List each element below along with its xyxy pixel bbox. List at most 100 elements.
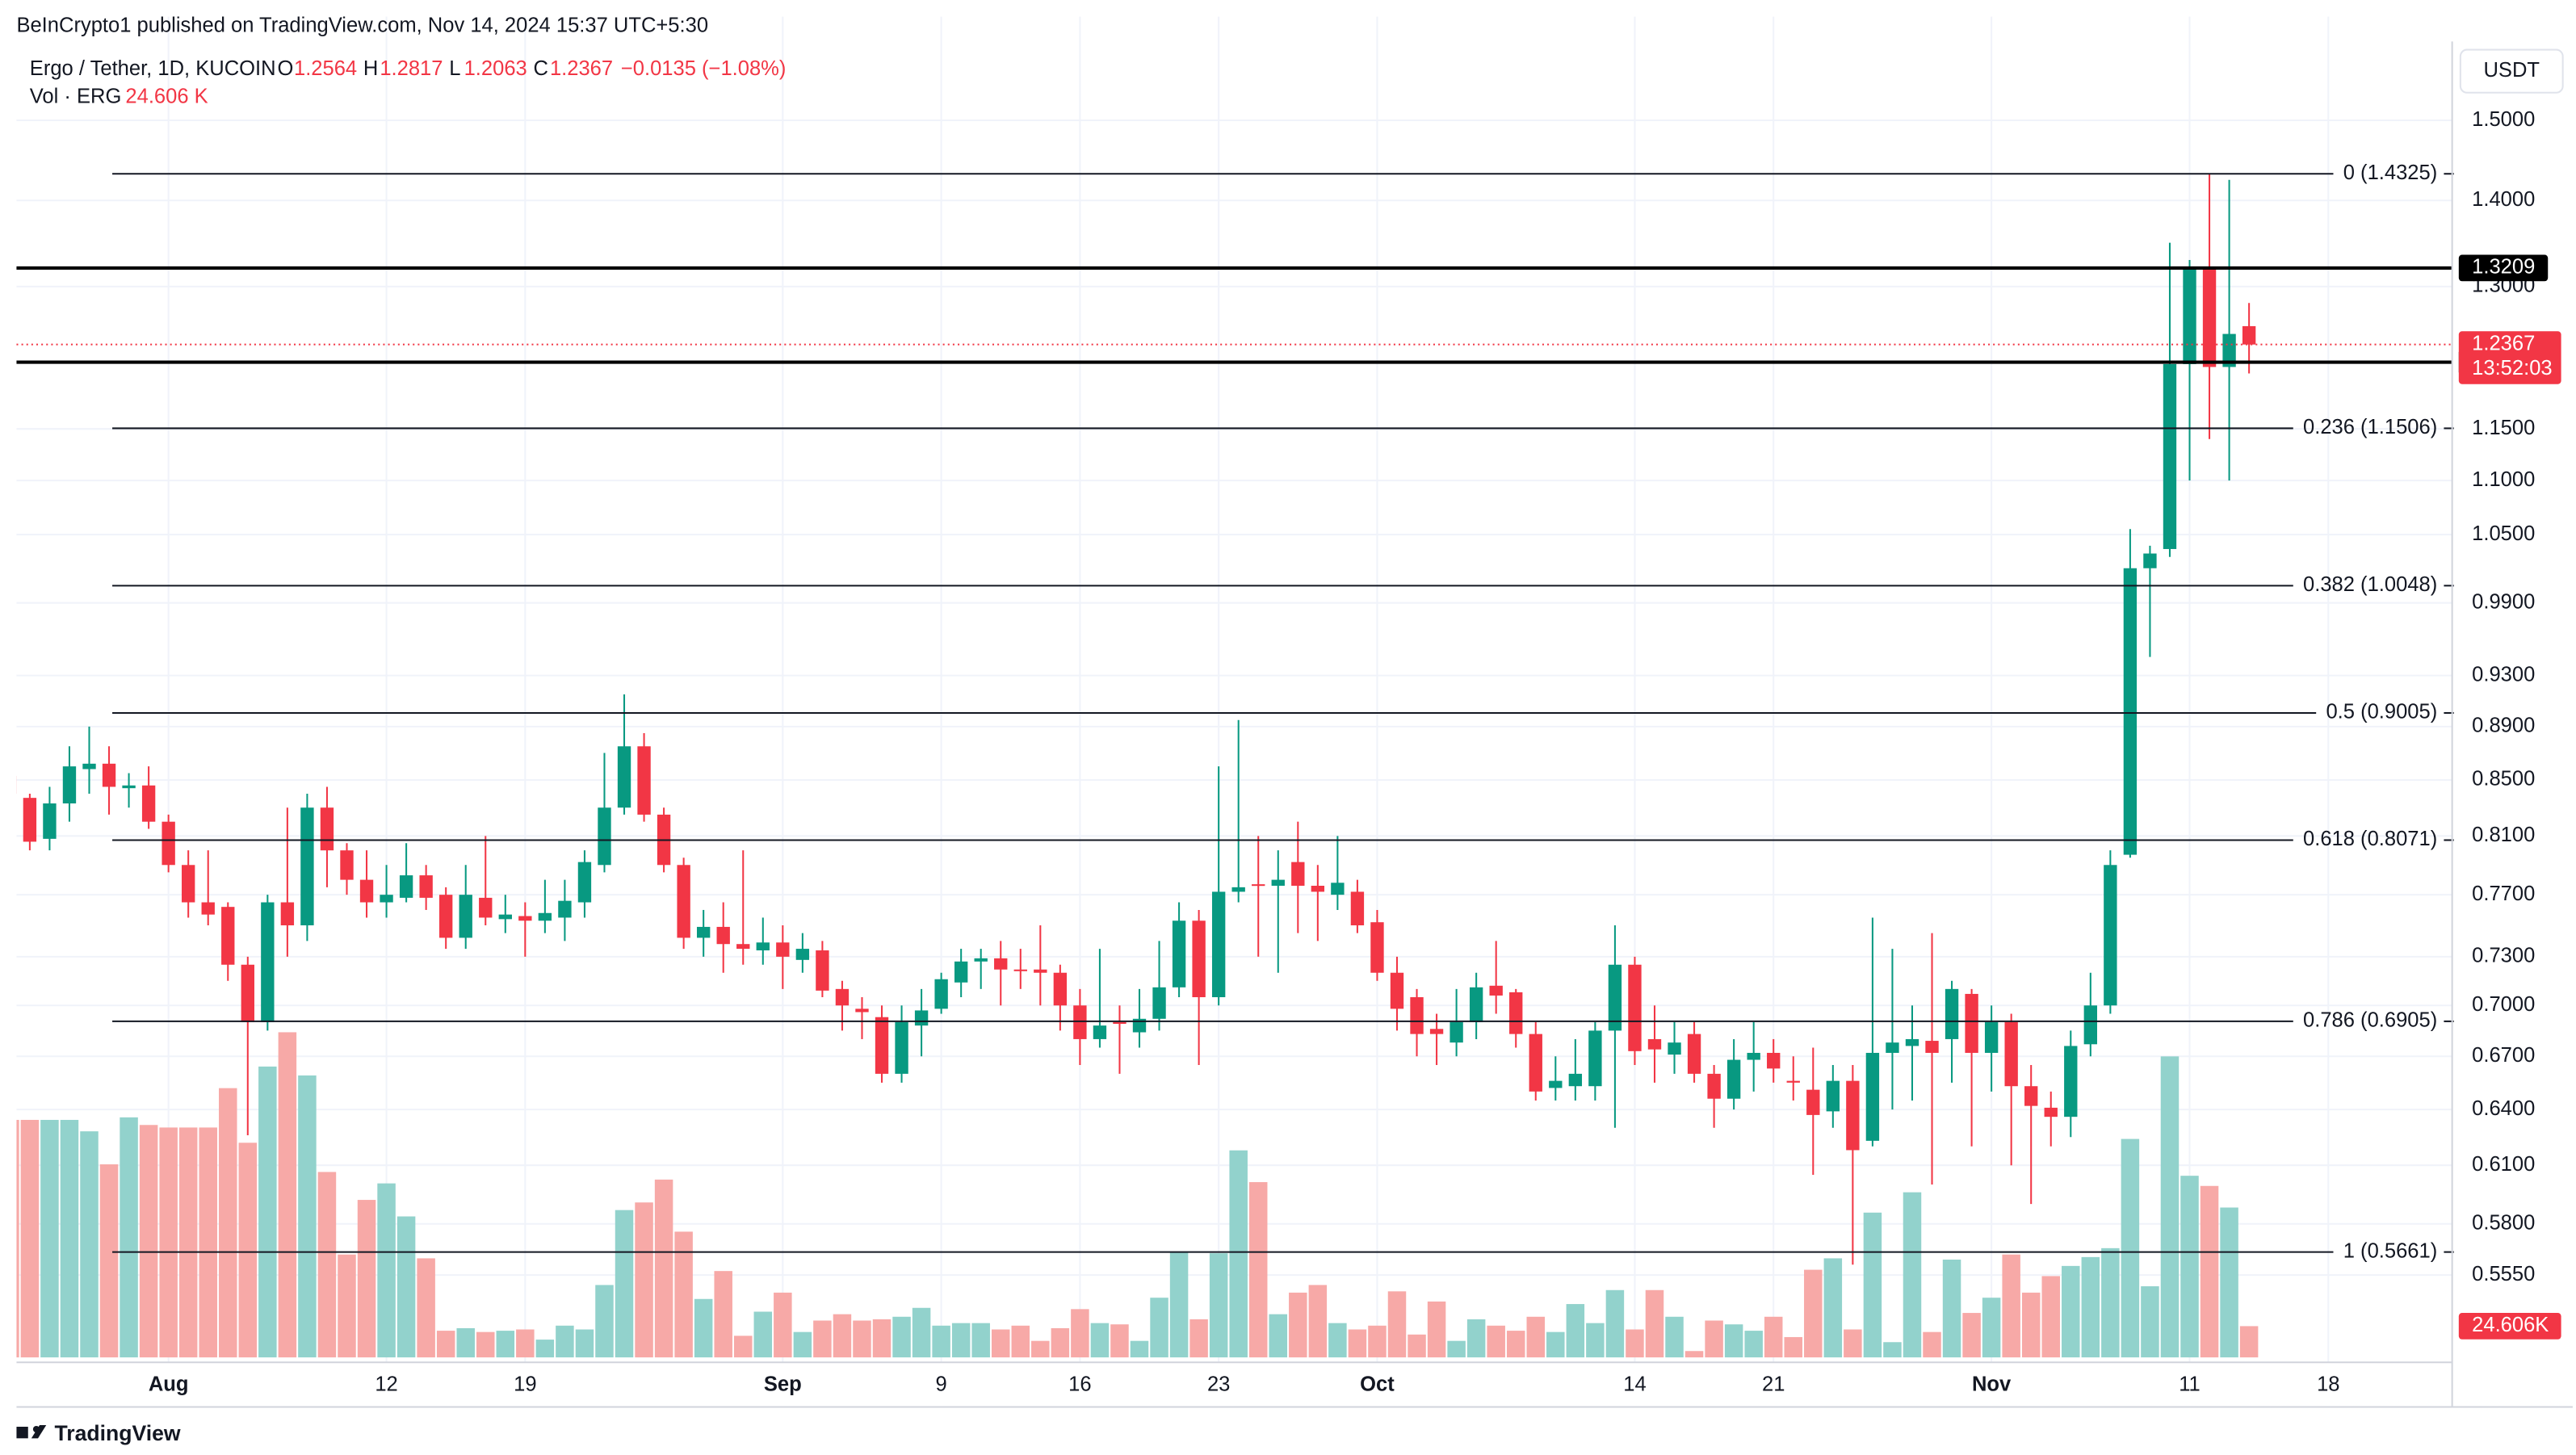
candle-body <box>855 1008 869 1013</box>
plot-area <box>16 174 2259 1358</box>
candle-body <box>1529 1034 1542 1092</box>
candle-body <box>598 807 611 866</box>
volume-bar <box>2239 1326 2259 1358</box>
candle-body <box>1450 1021 1463 1043</box>
candle-body <box>141 785 156 822</box>
candle-body <box>479 897 493 918</box>
y-tick-label: 0.9300 <box>2472 663 2535 686</box>
x-tick-label: Nov <box>1972 1373 2012 1396</box>
candle-body <box>1291 862 1305 886</box>
candle-body <box>1965 993 1978 1053</box>
candle-body <box>1053 972 1068 1006</box>
volume-bar <box>1566 1304 1585 1358</box>
candle-body <box>380 895 393 903</box>
x-tick-label: 23 <box>1207 1373 1230 1396</box>
candle-body <box>518 916 532 921</box>
volume-bar <box>1090 1323 1110 1358</box>
countdown-label: 13:52:03 <box>2472 357 2552 379</box>
volume-bar <box>1269 1314 1288 1358</box>
candle-body <box>1390 972 1404 1009</box>
currency-button-label[interactable]: USDT <box>2483 59 2540 82</box>
ohlc-letter: H <box>363 57 378 80</box>
volume-bar <box>971 1323 990 1358</box>
volume-bar <box>1011 1325 1030 1358</box>
volume-bar <box>714 1271 732 1358</box>
fib-label: 0.786 (0.6905) <box>2303 1009 2437 1032</box>
y-tick-label: 0.8900 <box>2472 715 2535 737</box>
volume-bar <box>793 1331 812 1358</box>
volume-bar <box>436 1331 455 1358</box>
fib-label: 0 (1.4325) <box>2343 161 2437 184</box>
candle-body <box>1271 879 1285 886</box>
volume-bar <box>1130 1340 1149 1358</box>
volume-bar <box>278 1032 297 1358</box>
candle-body <box>2242 325 2256 345</box>
candle-body <box>2104 865 2117 1006</box>
fib-label: 1 (0.5661) <box>2343 1239 2437 1262</box>
candle-body <box>1925 1041 1939 1053</box>
volume-bar <box>774 1292 792 1358</box>
volume-bar <box>1209 1253 1228 1358</box>
candle-body <box>1410 997 1424 1034</box>
volume-bar <box>1071 1309 1089 1358</box>
volume-bar <box>753 1311 773 1358</box>
candle-body <box>1984 1021 1999 1053</box>
volume-bar <box>338 1254 356 1358</box>
currency-button-box[interactable] <box>2459 48 2564 94</box>
volume-bar <box>1427 1301 1446 1358</box>
candle-body <box>182 865 195 903</box>
volume-bar <box>2121 1138 2140 1358</box>
candle-body <box>558 900 572 918</box>
volume-bar <box>199 1127 217 1358</box>
candle-body <box>399 875 413 898</box>
volume-bar <box>1605 1289 1625 1358</box>
volume-bar <box>317 1172 337 1358</box>
candle-body <box>994 958 1008 970</box>
candle-body <box>1331 883 1345 895</box>
volume-bar <box>1526 1316 1546 1358</box>
volume-bar <box>833 1314 852 1358</box>
volume-bar <box>417 1258 435 1358</box>
candle-body <box>696 926 711 938</box>
volume-bar <box>2021 1292 2041 1358</box>
candle-body <box>974 958 988 962</box>
candle-body <box>1231 887 1245 892</box>
candle-body <box>1509 992 1523 1034</box>
x-tick-label: 18 <box>2317 1373 2339 1396</box>
volume-bar <box>813 1320 832 1358</box>
ohlc-letter: O <box>278 57 294 80</box>
candle-body <box>340 850 354 880</box>
fib-label: 0.236 (1.1506) <box>2303 416 2437 438</box>
volume-bar <box>2180 1176 2199 1358</box>
volume-bar <box>1626 1329 1644 1358</box>
volume-bar <box>2002 1254 2020 1358</box>
volume-bar <box>80 1131 99 1358</box>
candle-body <box>617 746 631 808</box>
candle-body <box>43 803 57 839</box>
y-tick-label: 0.6400 <box>2472 1097 2535 1120</box>
candle-body <box>716 926 730 945</box>
candle-body <box>538 912 552 921</box>
candle-body <box>1668 1042 1681 1055</box>
volume-bar <box>120 1117 138 1358</box>
last-price-box <box>2458 331 2561 384</box>
candle-body <box>1786 1080 1800 1083</box>
volume-bar <box>1229 1150 1248 1358</box>
candle-body <box>1370 922 1384 973</box>
volume-bar <box>1982 1298 2001 1358</box>
candle-body <box>1429 1029 1444 1034</box>
volume-bar <box>1844 1329 1862 1358</box>
currency-button[interactable]: USDT <box>2459 48 2564 94</box>
y-tick-label: 1.5000 <box>2472 108 2535 131</box>
candle-body <box>934 979 948 1009</box>
volume-bar <box>932 1325 950 1358</box>
volume-bar <box>258 1066 277 1358</box>
candle-body <box>459 895 472 938</box>
volume-bar <box>1665 1316 1684 1358</box>
y-tick-label: 0.7300 <box>2472 945 2535 967</box>
candle-body <box>1350 891 1365 926</box>
change-label: −0.0135 (−1.08%) <box>621 57 787 80</box>
candle-body <box>1945 988 1959 1039</box>
volume-bar <box>1942 1259 1961 1358</box>
